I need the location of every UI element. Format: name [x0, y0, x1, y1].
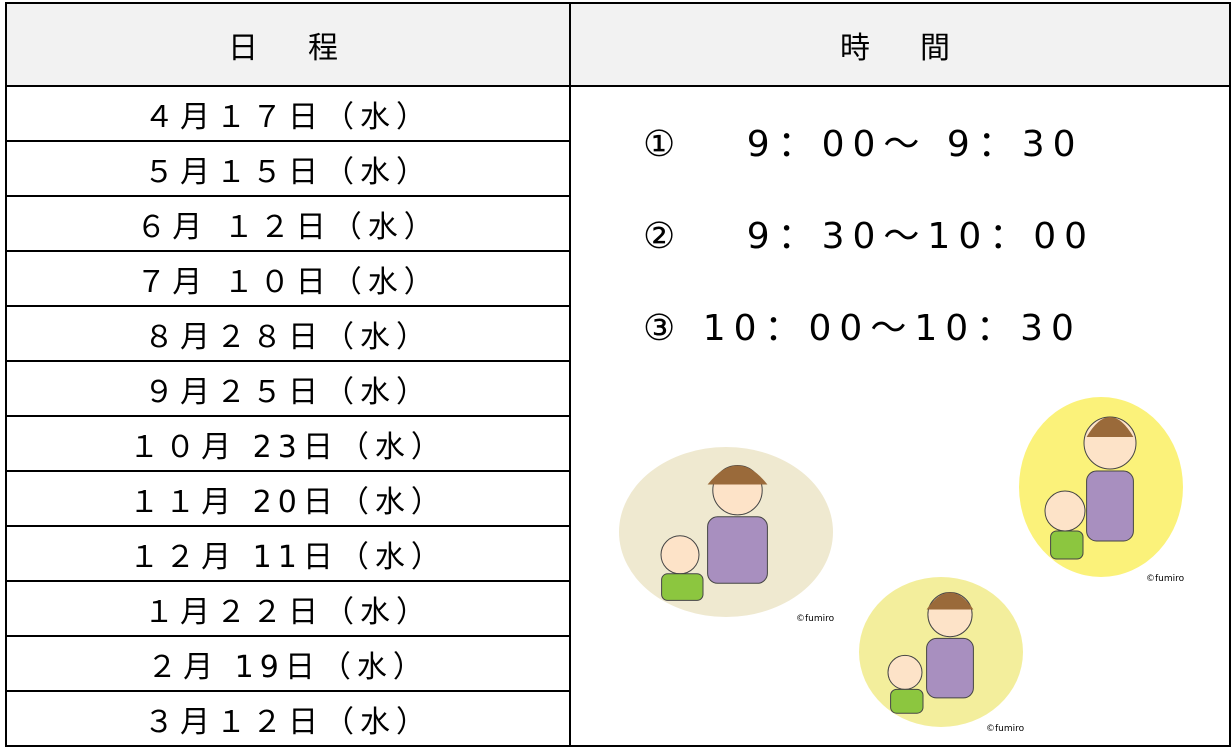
- date-cell: ３月１２日（水）: [5, 690, 571, 747]
- date-cell: ４月１７日（水）: [5, 85, 571, 142]
- time-cell: ① 9：00～ 9：30 ② 9：30～10：00 ③ 10：00～10：30 ©f…: [569, 85, 1231, 747]
- illustration: ©fumiro: [619, 447, 835, 624]
- date-cell: ６月 １２日（水）: [5, 195, 571, 252]
- time-slot: ③ 10：00～10：30: [643, 308, 1082, 349]
- date-row: ２月 19日（水）: [5, 635, 1230, 692]
- date-row: ３月１２日（水）: [5, 690, 1230, 747]
- date-cell: ８月２８日（水）: [5, 305, 571, 362]
- credit: ©fumiro: [796, 614, 835, 624]
- date-cell: １１月 20日（水）: [5, 470, 571, 527]
- date-cell: １０月 23日（水）: [5, 415, 571, 472]
- header-row: 日 程 時 間: [5, 2, 1231, 87]
- date-row: ９月２５日（水）: [5, 360, 1230, 417]
- date-row: １２月 11日（水）: [5, 525, 1230, 582]
- date-cell: ５月１５日（水）: [5, 140, 571, 197]
- date-row: １０月 23日（水）: [5, 415, 1230, 472]
- illustration: ©fumiro: [859, 577, 1025, 734]
- schedule-table: 日 程 時 間 ４月１７日（水） ① 9：00～ 9：30 ② 9：30～10：00…: [5, 2, 1231, 747]
- header-cell: 時 間: [569, 2, 1231, 87]
- time-slot: ② 9：30～10：00: [643, 216, 1096, 257]
- time-slot: ① 9：00～ 9：30: [643, 124, 1084, 165]
- credit: ©fumiro: [986, 724, 1025, 734]
- date-row: ６月 １２日（水）: [5, 195, 1230, 252]
- date-cell: ２月 19日（水）: [5, 635, 571, 692]
- date-cell: ９月２５日（水）: [5, 360, 571, 417]
- document: 日 程 時 間 ４月１７日（水） ① 9：00～ 9：30 ② 9：30～10：00…: [5, 2, 1231, 747]
- date-row: １月２２日（水）: [5, 580, 1230, 637]
- credit: ©fumiro: [1146, 574, 1185, 584]
- date-row: １１月 20日（水）: [5, 470, 1230, 527]
- date-row: ４月１７日（水） ① 9：00～ 9：30 ② 9：30～10：00 ③ 10：00～…: [5, 85, 1231, 747]
- date-row: ５月１５日（水）: [5, 140, 1230, 197]
- illustration: ©fumiro: [1019, 397, 1185, 584]
- date-cell: １２月 11日（水）: [5, 525, 571, 582]
- date-row: ８月２８日（水）: [5, 305, 1230, 362]
- date-cell: ７月 １０日（水）: [5, 250, 571, 307]
- header-cell: 日 程: [5, 2, 571, 87]
- date-cell: １月２２日（水）: [5, 580, 571, 637]
- date-row: ７月 １０日（水）: [5, 250, 1230, 307]
